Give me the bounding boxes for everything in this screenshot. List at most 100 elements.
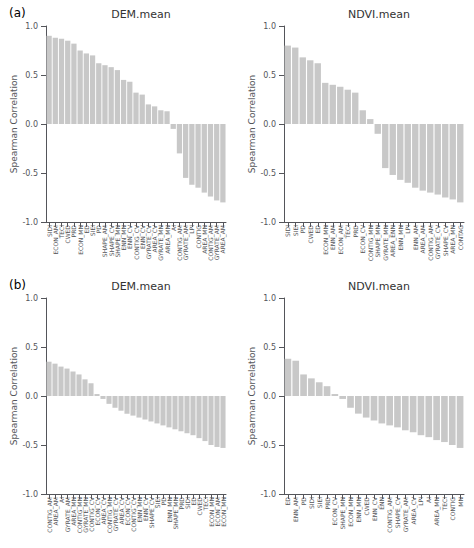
svg-text:GYRATE_AM: GYRATE_AM [402,497,410,532]
svg-text:AREA_ENN: AREA_ENN [389,225,397,257]
svg-text:ENN_MN: ENN_MN [120,225,128,251]
svg-text:AREA_CV: AREA_CV [410,496,418,524]
svg-text:GYRATE_MN: GYRATE_MN [157,225,165,261]
svg-text:CONTIG: CONTIG [449,497,456,521]
svg-text:AREA_CV: AREA_CV [151,225,159,253]
svg-text:TECI: TECI [441,497,448,512]
svg-text:0.5: 0.5 [25,343,38,352]
svg-text:ECON_CV: ECON_CV [331,496,339,525]
svg-text:ED: ED [284,497,291,506]
svg-text:CWED: CWED [307,225,314,244]
svg-text:DEM.mean: DEM.mean [111,280,171,293]
svg-text:SIDI: SIDI [284,225,291,237]
svg-text:CWED: CWED [363,497,370,516]
svg-text:NDVI.mean: NDVI.mean [348,8,410,21]
svg-text:GYRATE_AM: GYRATE_AM [182,225,190,261]
svg-text:-1.0: -1.0 [260,218,276,227]
svg-text:SHAPE_MN: SHAPE_MN [113,225,121,258]
svg-text:CWED: CWED [64,225,72,244]
svg-text:ENN_AM: ENN_AM [411,225,419,251]
svg-text:CONTIG_AM: CONTIG_AM [386,497,394,533]
svg-text:-1.0: -1.0 [260,490,276,499]
svg-text:ECON_MN: ECON_MN [220,497,228,527]
svg-text:-1.0: -1.0 [22,218,38,227]
svg-text:0.0: 0.0 [25,392,38,401]
svg-text:0.0: 0.0 [263,392,276,401]
svg-text:SIDI: SIDI [308,497,315,509]
svg-text:0.0: 0.0 [263,120,276,129]
svg-text:Spearman Correlation: Spearman Correlation [247,75,257,174]
svg-text:ED: ED [314,225,321,234]
svg-text:PRD: PRD [352,225,359,238]
svg-text:-0.5: -0.5 [260,441,276,450]
svg-text:ENN: ENN [378,497,385,510]
svg-text:0.5: 0.5 [25,71,38,80]
svg-text:1.0: 1.0 [25,22,38,31]
svg-text:0.0: 0.0 [25,120,38,129]
svg-text:PD: PD [95,225,103,234]
svg-text:1.0: 1.0 [263,22,276,31]
svg-text:AREA_MN: AREA_MN [433,497,441,526]
svg-text:-0.5: -0.5 [22,169,38,178]
svg-text:ECON_AM: ECON_AM [51,225,59,255]
svg-text:CONTIG_MN: CONTIG_MN [366,225,374,262]
svg-text:-1.0: -1.0 [22,490,38,499]
svg-text:ENN_AM: ENN_AM [329,225,337,251]
svg-text:(b): (b) [9,278,26,292]
svg-text:ED: ED [82,225,90,234]
svg-text:CONTAG: CONTAG [457,225,464,251]
svg-text:SIEI: SIEI [316,497,323,508]
svg-text:ECON_MN: ECON_MN [76,225,84,255]
svg-text:(a): (a) [9,6,26,20]
svg-text:GYRATE_AM: GYRATE_AM [213,225,221,261]
svg-text:SHAPE_CV: SHAPE_CV [107,225,115,257]
svg-text:SHAPE_CV: SHAPE_CV [394,496,402,528]
svg-text:LPI: LPI [188,225,196,234]
svg-text:ENN_CV: ENN_CV [371,496,379,521]
svg-text:PRD: PRD [324,497,331,510]
svg-text:MN: MN [457,497,464,507]
svg-text:ECON_MN: ECON_MN [321,225,329,255]
svg-text:LPI: LPI [417,497,424,506]
svg-text:CONTIG_CV: CONTIG_CV [132,225,140,260]
svg-text:ENN_MN: ENN_MN [396,225,404,251]
svg-text:0.5: 0.5 [263,343,276,352]
svg-text:Spearman Correlation: Spearman Correlation [9,75,19,174]
svg-text:NDVI.mean: NDVI.mean [348,280,410,293]
svg-text:SHAPE_MN: SHAPE_MN [339,497,347,530]
svg-text:GYRATE_CV: GYRATE_CV [144,225,152,260]
svg-text:ECON_MN: ECON_MN [347,497,355,527]
svg-text:PRD: PRD [70,225,78,238]
svg-text:AREA_AM: AREA_AM [419,225,427,254]
svg-text:ECON_AM: ECON_AM [336,225,344,255]
svg-text:ENN_CV: ENN_CV [138,225,146,250]
svg-text:1.0: 1.0 [25,294,38,303]
svg-text:PD: PD [299,225,306,234]
svg-text:-0.5: -0.5 [260,169,276,178]
svg-text:PD: PD [300,497,307,506]
svg-text:AREA_AM: AREA_AM [219,225,227,253]
svg-text:ENN_CV: ENN_CV [126,225,134,250]
svg-text:ENN_MN: ENN_MN [355,497,363,522]
svg-text:DEM.mean: DEM.mean [111,8,171,21]
svg-text:CONTIG: CONTIG [194,225,202,249]
svg-text:SIDI: SIDI [45,225,53,237]
svg-text:LPI: LPI [404,225,411,234]
svg-text:SIEI: SIEI [89,225,97,237]
svg-text:1.0: 1.0 [263,294,276,303]
svg-text:Spearman Correlation: Spearman Correlation [9,347,19,446]
svg-text:ECON_CV: ECON_CV [359,225,367,254]
svg-text:AREA_MN: AREA_MN [163,225,171,254]
svg-text:ENN_AM: ENN_AM [292,497,300,522]
svg-text:-0.5: -0.5 [22,441,38,450]
svg-text:SHAPE_AM: SHAPE_AM [101,225,109,258]
svg-text:0.5: 0.5 [263,71,276,80]
svg-text:TECI: TECI [344,225,351,240]
svg-text:SIEI: SIEI [292,225,299,236]
svg-text:GYRATE_MN: GYRATE_MN [381,225,389,261]
svg-text:CONTIG_AM: CONTIG_AM [175,225,183,261]
svg-text:AREA_MN: AREA_MN [200,225,208,254]
svg-text:Spearman Correlation: Spearman Correlation [247,347,257,446]
svg-text:AI: AI [425,497,432,503]
svg-text:SHAPE_MN: SHAPE_MN [374,225,382,258]
